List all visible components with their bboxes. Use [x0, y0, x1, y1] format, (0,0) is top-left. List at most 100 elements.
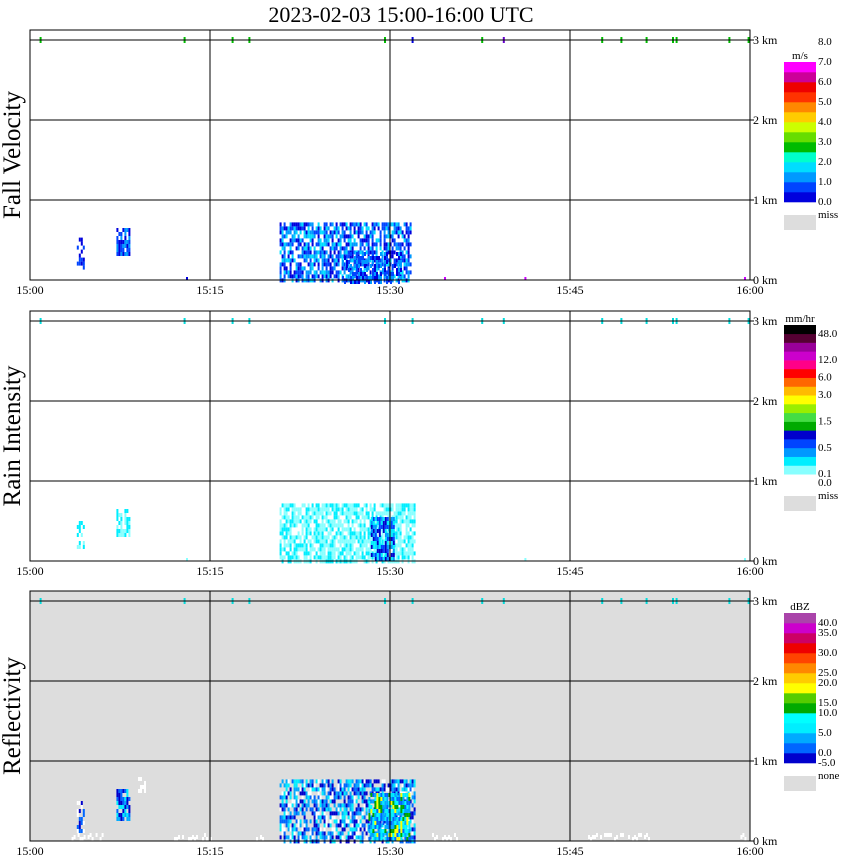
data-pixel — [371, 507, 374, 512]
data-pixel — [76, 801, 79, 805]
legend-miss-swatch — [784, 776, 816, 791]
data-pixel — [299, 262, 302, 267]
data-pixel — [317, 827, 320, 832]
legend-label: 48.0 — [818, 328, 838, 340]
data-pixel — [128, 813, 131, 817]
data-pixel — [371, 222, 374, 227]
data-pixel — [309, 807, 312, 812]
data-pixel — [283, 555, 286, 560]
data-pixel — [307, 242, 310, 247]
data-pixel — [406, 805, 409, 809]
data-pixel — [397, 262, 400, 267]
data-pixel — [359, 539, 362, 544]
data-pixel — [359, 238, 362, 243]
data-pixel — [388, 801, 391, 805]
data-pixel — [388, 817, 391, 821]
data-pixel — [80, 533, 83, 537]
data-pixel — [307, 527, 310, 532]
data-pixel — [331, 519, 334, 524]
data-pixel — [311, 811, 314, 816]
data-pixel — [388, 272, 390, 276]
ground-clutter-pixel — [178, 835, 180, 839]
data-pixel — [301, 547, 304, 552]
data-pixel — [365, 807, 368, 812]
data-pixel — [345, 274, 348, 279]
data-pixel — [80, 249, 83, 254]
data-pixel — [379, 238, 382, 243]
data-pixel — [404, 829, 407, 833]
data-pixel — [384, 264, 386, 268]
data-pixel — [124, 813, 127, 817]
ground-clutter-pixel — [432, 833, 434, 837]
data-pixel — [376, 557, 379, 561]
data-pixel — [397, 226, 400, 231]
data-pixel — [394, 809, 397, 813]
data-pixel — [392, 833, 395, 837]
data-pixel — [297, 555, 300, 560]
data-pixel — [374, 797, 377, 801]
data-pixel — [279, 807, 282, 812]
data-pixel — [371, 799, 374, 804]
data-pixel — [341, 831, 344, 836]
data-pixel — [289, 250, 292, 255]
data-pixel — [331, 835, 334, 840]
data-pixel — [331, 503, 334, 508]
data-pixel — [339, 831, 342, 836]
data-pixel — [299, 787, 302, 792]
data-pixel — [116, 244, 119, 248]
data-pixel — [345, 555, 348, 560]
data-pixel — [363, 266, 366, 271]
ground-clutter-pixel — [87, 835, 90, 839]
data-pixel — [301, 503, 304, 508]
data-pixel — [399, 511, 402, 516]
data-pixel — [337, 531, 340, 536]
data-pixel — [345, 803, 348, 808]
data-pixel — [337, 823, 340, 828]
data-pixel — [385, 503, 388, 508]
data-pixel — [403, 238, 406, 243]
data-pixel — [126, 240, 129, 244]
data-pixel — [380, 252, 382, 256]
data-pixel — [392, 809, 395, 813]
data-pixel — [279, 823, 282, 828]
data-pixel — [370, 829, 373, 833]
data-pixel — [309, 250, 312, 255]
data-pixel — [283, 226, 286, 231]
data-pixel — [353, 831, 356, 836]
data-pixel — [343, 503, 346, 508]
data-pixel — [361, 811, 364, 816]
data-pixel — [297, 535, 300, 540]
data-pixel — [396, 829, 399, 833]
data-pixel — [402, 809, 405, 813]
data-pixel — [382, 833, 385, 837]
legend-label: 35.0 — [818, 627, 838, 639]
data-pixel — [126, 797, 129, 801]
data-pixel — [343, 230, 346, 235]
data-pixel — [120, 244, 123, 248]
data-pixel — [378, 817, 381, 821]
data-pixel — [355, 823, 358, 828]
data-pixel — [369, 555, 372, 560]
data-pixel — [281, 242, 284, 247]
data-pixel — [325, 519, 328, 524]
ground-clutter-pixel — [194, 837, 196, 841]
data-pixel — [279, 270, 282, 275]
data-pixel — [303, 515, 306, 520]
data-pixel — [331, 270, 334, 275]
data-pixel — [339, 511, 342, 516]
data-pixel — [339, 787, 342, 792]
legend-swatch — [784, 132, 816, 143]
data-pixel — [78, 817, 81, 821]
data-pixel — [333, 242, 336, 247]
data-pixel — [307, 523, 310, 528]
data-pixel — [359, 507, 362, 512]
data-pixel — [118, 248, 121, 252]
data-pixel — [380, 793, 383, 797]
data-pixel — [406, 793, 409, 797]
data-pixel — [283, 511, 286, 516]
plot-frame — [29, 590, 751, 842]
data-pixel — [122, 797, 125, 801]
data-pixel — [399, 779, 402, 784]
data-pixel — [358, 276, 360, 280]
data-pixel — [357, 803, 360, 808]
